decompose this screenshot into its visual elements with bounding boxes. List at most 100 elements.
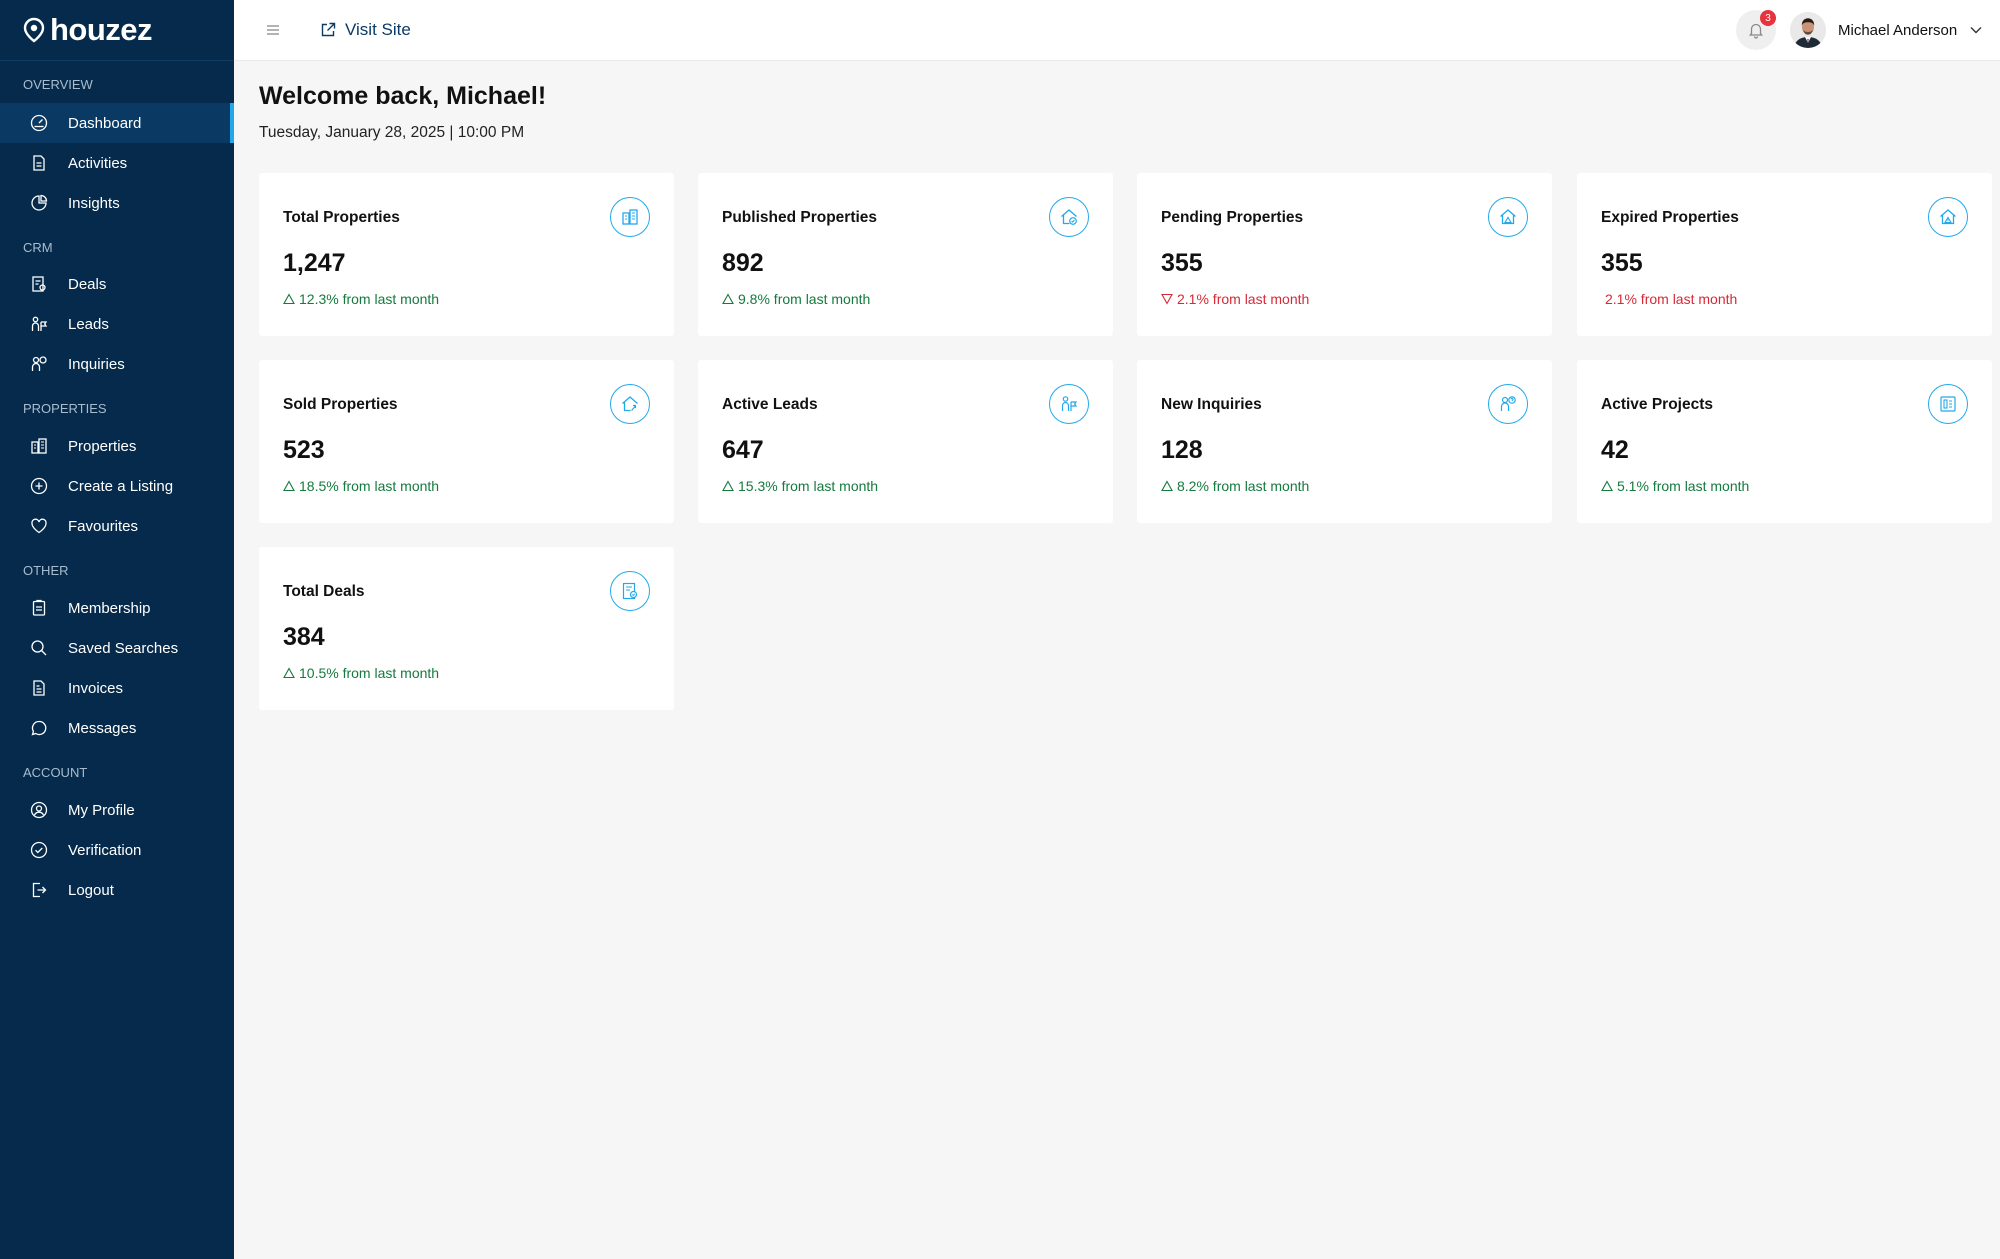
sidebar-item-label: Messages — [68, 719, 137, 737]
bell-icon — [1748, 23, 1764, 39]
section-label-account: ACCOUNT — [23, 765, 88, 780]
deal-doc-icon — [610, 571, 650, 611]
stat-card-new-inquiries[interactable]: New Inquiries 128 8.2% from last month — [1137, 360, 1552, 523]
notification-badge: 3 — [1760, 10, 1776, 26]
card-title: Sold Properties — [283, 396, 398, 413]
invoice-icon — [33, 680, 45, 696]
message-icon — [31, 720, 47, 736]
visit-site-link[interactable]: Visit Site — [319, 18, 411, 42]
project-icon — [1928, 384, 1968, 424]
card-trend: 12.3% from last month — [283, 291, 439, 307]
sidebar-item-label: Properties — [68, 437, 137, 455]
properties-icon — [31, 438, 47, 454]
sidebar-item-label: My Profile — [68, 801, 135, 819]
stat-card-total-properties[interactable]: Total Properties 1,247 12.3% from last m… — [259, 173, 674, 336]
card-trend-text: 15.3% from last month — [738, 478, 879, 494]
sidebar-item-activities[interactable]: Activities — [0, 143, 234, 183]
card-trend: 9.8% from last month — [722, 291, 870, 307]
sidebar-item-label: Create a Listing — [68, 477, 174, 495]
brand-logo[interactable]: houzez — [0, 0, 234, 61]
insights-icon — [31, 194, 48, 211]
card-trend-text: 18.5% from last month — [299, 478, 440, 494]
membership-icon — [32, 599, 46, 616]
sidebar-item-my-profile[interactable]: My Profile — [0, 790, 234, 830]
sidebar-item-verification[interactable]: Verification — [0, 830, 234, 870]
card-value: 647 — [722, 436, 764, 464]
topbar: Visit Site 3 Michael Anderson — [234, 0, 2000, 61]
sidebar-item-invoices[interactable]: Invoices — [0, 668, 234, 708]
sidebar-item-label: Insights — [68, 194, 120, 212]
card-value: 128 — [1161, 436, 1203, 464]
card-value: 355 — [1601, 249, 1643, 277]
sidebar-item-label: Leads — [68, 315, 109, 333]
stat-card-expired-properties[interactable]: Expired Properties 355 2.1% from last mo… — [1577, 173, 1992, 336]
card-title: Total Properties — [283, 209, 400, 226]
page-title: Welcome back, Michael! — [259, 82, 547, 110]
card-value: 384 — [283, 623, 325, 651]
card-trend-text: 2.1% from last month — [1605, 291, 1738, 307]
card-trend-text: 12.3% from last month — [299, 291, 440, 307]
sidebar-item-saved-searches[interactable]: Saved Searches — [0, 628, 234, 668]
current-date: Tuesday, January 28, 2025 | 10:00 PM — [259, 124, 525, 141]
logout-icon — [32, 882, 47, 898]
card-trend: 2.1% from last month — [1161, 291, 1309, 307]
check-circle-icon — [30, 841, 48, 859]
stat-card-total-deals[interactable]: Total Deals 384 10.5% from last month — [259, 547, 674, 710]
notifications-button[interactable]: 3 — [1736, 10, 1776, 50]
stat-card-pending-properties[interactable]: Pending Properties 355 2.1% from last mo… — [1137, 173, 1552, 336]
stat-card-sold-properties[interactable]: Sold Properties 523 18.5% from last mont… — [259, 360, 674, 523]
card-trend-text: 5.1% from last month — [1617, 478, 1750, 494]
brand-name: houzez — [50, 12, 153, 47]
plus-circle-icon — [30, 477, 48, 495]
trend-up-icon — [1161, 480, 1173, 492]
trend-down-icon — [1161, 293, 1173, 305]
avatar — [1790, 12, 1826, 48]
sidebar-item-label: Inquiries — [68, 355, 125, 373]
card-trend: 18.5% from last month — [283, 478, 439, 494]
sidebar-item-favourites[interactable]: Favourites — [0, 506, 234, 546]
card-trend: 10.5% from last month — [283, 665, 439, 681]
sidebar-item-inquiries[interactable]: Inquiries — [0, 344, 234, 384]
card-value: 523 — [283, 436, 325, 464]
sidebar-item-insights[interactable]: Insights — [0, 183, 234, 223]
home-check-icon — [1049, 197, 1089, 237]
card-trend: 15.3% from last month — [722, 478, 878, 494]
stat-card-active-leads[interactable]: Active Leads 647 15.3% from last month — [698, 360, 1113, 523]
inquiries-icon — [31, 356, 47, 371]
card-trend: 8.2% from last month — [1161, 478, 1309, 494]
hamburger-icon — [267, 25, 279, 35]
card-title: Total Deals — [283, 583, 365, 600]
sidebar-item-logout[interactable]: Logout — [0, 870, 234, 910]
sidebar-item-membership[interactable]: Membership — [0, 588, 234, 628]
menu-toggle-button[interactable] — [264, 21, 282, 39]
sidebar-item-label: Invoices — [68, 679, 124, 697]
card-value: 892 — [722, 249, 764, 277]
stat-card-active-projects[interactable]: Active Projects 42 5.1% from last month — [1577, 360, 1992, 523]
sidebar-item-label: Dashboard — [68, 114, 142, 132]
card-title: Active Projects — [1601, 396, 1713, 413]
sidebar-item-leads[interactable]: Leads — [0, 304, 234, 344]
sidebar-item-create-listing[interactable]: Create a Listing — [0, 466, 234, 506]
card-title: Expired Properties — [1601, 209, 1739, 226]
card-trend-text: 10.5% from last month — [299, 665, 440, 681]
trend-up-icon — [283, 667, 295, 679]
sidebar-item-label: Deals — [68, 275, 107, 293]
stat-card-published-properties[interactable]: Published Properties 892 9.8% from last … — [698, 173, 1113, 336]
sidebar-item-label: Verification — [68, 841, 142, 859]
home-pending-icon — [1488, 197, 1528, 237]
sidebar-item-properties[interactable]: Properties — [0, 426, 234, 466]
sidebar-item-label: Saved Searches — [68, 639, 179, 657]
section-label-overview: OVERVIEW — [23, 77, 93, 92]
sidebar-item-messages[interactable]: Messages — [0, 708, 234, 748]
sidebar-item-dashboard[interactable]: Dashboard — [0, 103, 234, 143]
user-menu[interactable]: Michael Anderson — [1790, 12, 1983, 48]
sidebar-item-label: Membership — [68, 599, 151, 617]
deals-icon — [32, 276, 46, 292]
dashboard-icon — [30, 114, 48, 132]
chevron-down-icon — [1970, 27, 1982, 34]
heart-icon — [31, 518, 47, 534]
sidebar-item-deals[interactable]: Deals — [0, 264, 234, 304]
sidebar-item-label: Activities — [68, 154, 128, 172]
card-trend: 2.1% from last month — [1605, 291, 1737, 307]
trend-up-icon — [283, 293, 295, 305]
